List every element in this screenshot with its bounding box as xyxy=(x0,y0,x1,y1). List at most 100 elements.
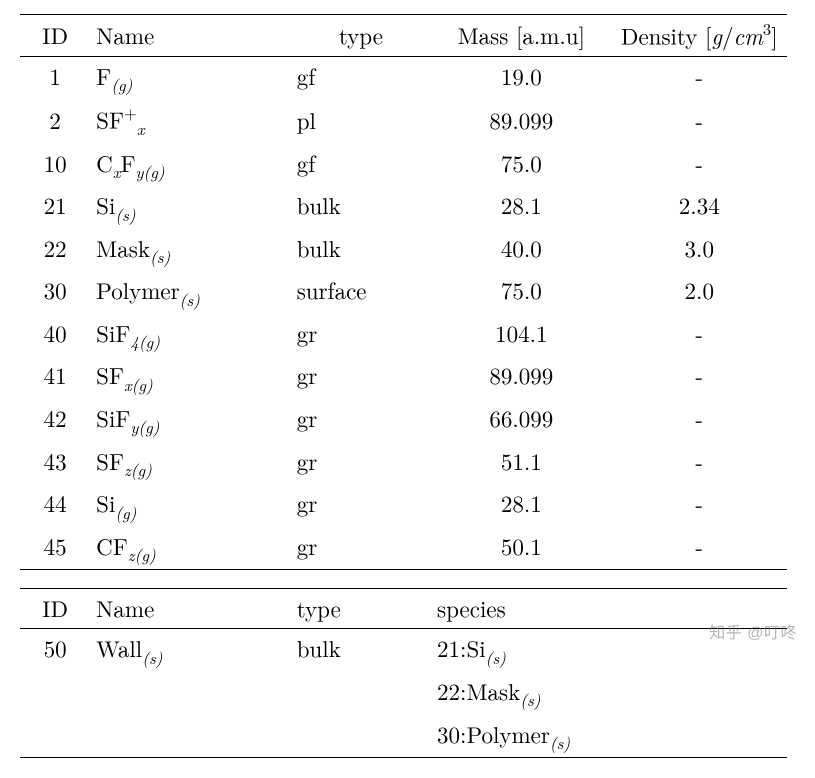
cell-name: CFz(g) xyxy=(90,527,291,570)
cell-id: 2 xyxy=(20,99,90,143)
table-header-row: ID Name type species xyxy=(20,589,787,629)
cell-name: Wall(s) xyxy=(90,629,291,672)
cell-mass: 28.1 xyxy=(431,484,611,527)
col-name: Name xyxy=(90,15,291,57)
cell-mass: 28.1 xyxy=(431,186,611,229)
cell-type: gf xyxy=(291,144,431,187)
cell-name: Mask(s) xyxy=(90,229,291,272)
cell-density: - xyxy=(612,527,787,570)
table-row: 2SF+xpl89.099- xyxy=(20,99,787,143)
cell-density: - xyxy=(612,56,787,99)
cell-type: gr xyxy=(291,527,431,570)
cell-mass: 89.099 xyxy=(431,99,611,143)
cell-mass: 40.0 xyxy=(431,229,611,272)
species-table: ID Name type Mass [a.m.u] Density [g/cm3… xyxy=(20,14,787,570)
cell-name: Polymer(s) xyxy=(90,271,291,314)
cell-name: SiFy(g) xyxy=(90,399,291,442)
table-row: 30:Polymer(s) xyxy=(20,715,787,758)
cell-name: Si(s) xyxy=(90,186,291,229)
cell-id xyxy=(20,715,90,758)
cell-id: 50 xyxy=(20,629,90,672)
table-row: 1F(g)gf19.0- xyxy=(20,56,787,99)
cell-density: 2.34 xyxy=(612,186,787,229)
table-row: 41SFx(g)gr89.099- xyxy=(20,356,787,399)
cell-id xyxy=(20,672,90,715)
cell-density: - xyxy=(612,144,787,187)
table-row: 30Polymer(s)surface75.02.0 xyxy=(20,271,787,314)
cell-id: 45 xyxy=(20,527,90,570)
table-header-row: ID Name type Mass [a.m.u] Density [g/cm3… xyxy=(20,15,787,57)
table-row: 44Si(g)gr28.1- xyxy=(20,484,787,527)
col-name: Name xyxy=(90,589,291,629)
table-row: 40SiF4(g)gr104.1- xyxy=(20,314,787,357)
cell-id: 40 xyxy=(20,314,90,357)
cell-mass: 104.1 xyxy=(431,314,611,357)
cell-name: CxFy(g) xyxy=(90,144,291,187)
cell-mass: 50.1 xyxy=(431,527,611,570)
cell-type: gr xyxy=(291,484,431,527)
cell-id: 22 xyxy=(20,229,90,272)
cell-name: F(g) xyxy=(90,56,291,99)
col-type: type xyxy=(291,589,431,629)
col-species: species xyxy=(431,589,787,629)
cell-mass: 89.099 xyxy=(431,356,611,399)
col-density: Density [g/cm3] xyxy=(612,15,787,57)
cell-type: bulk xyxy=(291,629,431,672)
cell-name: SFz(g) xyxy=(90,442,291,485)
cell-name: SFx(g) xyxy=(90,356,291,399)
cell-name: SiF4(g) xyxy=(90,314,291,357)
col-mass: Mass [a.m.u] xyxy=(431,15,611,57)
cell-density: - xyxy=(612,484,787,527)
cell-mass: 51.1 xyxy=(431,442,611,485)
cell-type: pl xyxy=(291,99,431,143)
cell-density: - xyxy=(612,99,787,143)
table-row: 50Wall(s)bulk21:Si(s) xyxy=(20,629,787,672)
cell-id: 42 xyxy=(20,399,90,442)
cell-type: surface xyxy=(291,271,431,314)
cell-type: gf xyxy=(291,56,431,99)
cell-species: 30:Polymer(s) xyxy=(431,715,787,758)
cell-type: gr xyxy=(291,442,431,485)
cell-species: 21:Si(s) xyxy=(431,629,787,672)
cell-type xyxy=(291,672,431,715)
cell-density: - xyxy=(612,314,787,357)
cell-density: - xyxy=(612,356,787,399)
cell-name: Si(g) xyxy=(90,484,291,527)
tables-container: ID Name type Mass [a.m.u] Density [g/cm3… xyxy=(0,0,815,778)
cell-type: gr xyxy=(291,356,431,399)
cell-id: 41 xyxy=(20,356,90,399)
cell-type: gr xyxy=(291,399,431,442)
table-row: 42SiFy(g)gr66.099- xyxy=(20,399,787,442)
cell-id: 10 xyxy=(20,144,90,187)
cell-id: 30 xyxy=(20,271,90,314)
table-row: 10CxFy(g)gf75.0- xyxy=(20,144,787,187)
cell-mass: 66.099 xyxy=(431,399,611,442)
cell-type: gr xyxy=(291,314,431,357)
cell-mass: 19.0 xyxy=(431,56,611,99)
col-id: ID xyxy=(20,589,90,629)
cell-mass: 75.0 xyxy=(431,271,611,314)
table-row: 22Mask(s)bulk40.03.0 xyxy=(20,229,787,272)
cell-density: - xyxy=(612,442,787,485)
cell-name xyxy=(90,715,291,758)
cell-id: 44 xyxy=(20,484,90,527)
cell-name xyxy=(90,672,291,715)
cell-id: 43 xyxy=(20,442,90,485)
cell-density: 3.0 xyxy=(612,229,787,272)
cell-type: bulk xyxy=(291,229,431,272)
cell-id: 1 xyxy=(20,56,90,99)
cell-density: - xyxy=(612,399,787,442)
table-row: 45CFz(g)gr50.1- xyxy=(20,527,787,570)
cell-name: SF+x xyxy=(90,99,291,143)
cell-id: 21 xyxy=(20,186,90,229)
col-id: ID xyxy=(20,15,90,57)
composite-table: ID Name type species 50Wall(s)bulk21:Si(… xyxy=(20,588,787,758)
cell-type xyxy=(291,715,431,758)
cell-species: 22:Mask(s) xyxy=(431,672,787,715)
cell-mass: 75.0 xyxy=(431,144,611,187)
table-row: 21Si(s)bulk28.12.34 xyxy=(20,186,787,229)
cell-type: bulk xyxy=(291,186,431,229)
col-type: type xyxy=(291,15,431,57)
cell-density: 2.0 xyxy=(612,271,787,314)
table-row: 43SFz(g)gr51.1- xyxy=(20,442,787,485)
